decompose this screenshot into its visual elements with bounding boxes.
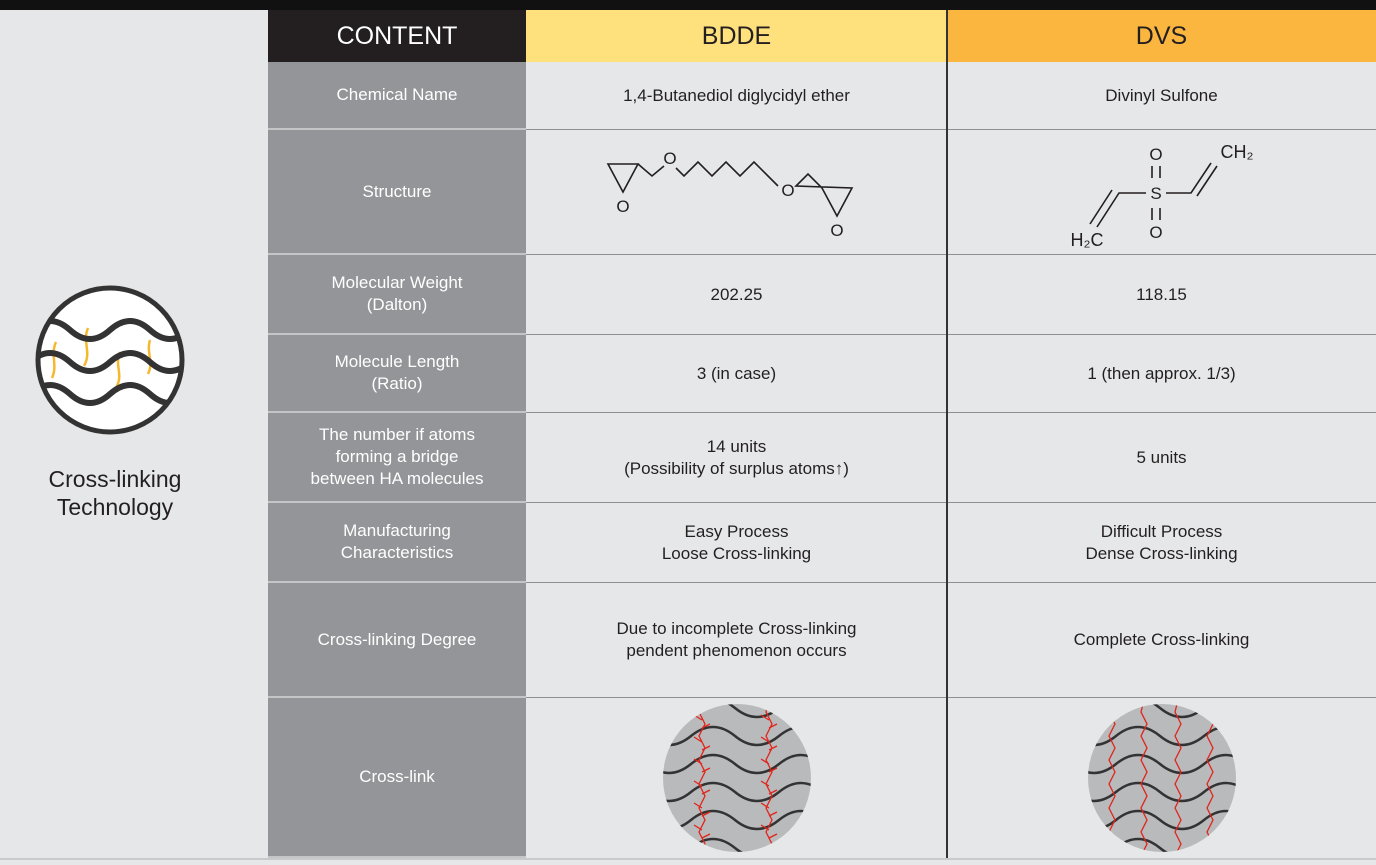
cell-line: 3 (in case) [696, 363, 777, 383]
strand [662, 753, 811, 775]
cell-line: Complete Cross-linking [1073, 630, 1250, 649]
row-label: The number if atoms forming a bridge betwe… [268, 413, 526, 503]
row-label: Molecular Weight (Dalton) [268, 255, 526, 335]
bottom-line [0, 858, 1376, 860]
cell-line: 202.25 [710, 284, 763, 304]
row-label: Cross-link [268, 698, 526, 858]
cross-link [760, 704, 777, 852]
cell-line: pendent phenomenon occurs [626, 641, 847, 660]
bond [675, 160, 779, 187]
column-divider [946, 10, 948, 858]
row-label: Cross-linking Degree [268, 583, 526, 698]
atom-label: H₂C [1071, 230, 1104, 250]
cross-link [1173, 704, 1182, 852]
cell-line: Easy Process [684, 521, 789, 541]
data-cell: 3 (in case) [526, 335, 947, 413]
header-cell: DVS [947, 10, 1376, 62]
data-cell: 5 units [947, 413, 1376, 503]
data-cell: 1 (then approx. 1/3) [947, 335, 1376, 413]
cross-link [1205, 704, 1214, 852]
atom-label: O [830, 221, 843, 240]
data-cell: 14 units (Possibility of surplus atoms↑) [526, 413, 947, 503]
cell-line: 5 units [1136, 447, 1187, 467]
cell-line: Characteristics [340, 543, 454, 562]
bond [606, 163, 665, 194]
data-cell: Difficult Process Dense Cross-linking [947, 503, 1376, 583]
row-label: Structure [268, 130, 526, 255]
strand [662, 781, 811, 803]
data-cell: Divinyl Sulfone [947, 62, 1376, 130]
row-label: Molecule Length (Ratio) [268, 335, 526, 413]
top-bar [0, 0, 1376, 10]
strand [662, 725, 811, 747]
atom-label: O [1149, 223, 1162, 242]
drawing [662, 704, 811, 852]
cross-link-icon [35, 285, 185, 435]
cell-line: Divinyl Sulfone [1105, 85, 1218, 105]
bond [794, 172, 854, 218]
drawing: O O O O [606, 149, 854, 240]
data-cell: Due to incomplete Cross-linking pendent p… [526, 583, 947, 698]
cell-line: Cross-link [359, 767, 435, 786]
cell-line: Manufacturing [343, 521, 451, 540]
strand [1087, 781, 1236, 803]
cell-line: Dense Cross-linking [1085, 543, 1238, 563]
side-label-line: Technology [56, 494, 174, 520]
cell-line: 14 units [706, 436, 767, 456]
atom-label: CH₂ [1221, 142, 1254, 162]
atom-label: O [663, 149, 676, 168]
side-label: Cross-linking Technology [0, 465, 230, 521]
cell-line: Cross-linking Degree [317, 629, 477, 649]
cross-link [1139, 704, 1148, 852]
atom-label: O [616, 197, 629, 216]
row-label: Chemical Name [268, 62, 526, 130]
cell-line: The number if atoms [319, 425, 475, 444]
strand [1087, 725, 1236, 747]
cell-line: Molecule Length [334, 352, 460, 371]
data-cell [526, 698, 947, 858]
cell-line: 1 (then approx. 1/3) [1087, 363, 1236, 383]
cross-link [1107, 704, 1116, 852]
atom-label: O [1149, 145, 1162, 164]
cell-line: Structure [362, 181, 432, 201]
data-cell: 1,4-Butanediol diglycidyl ether [526, 62, 947, 130]
cross-link-disc [662, 704, 811, 852]
data-cell: O S O CH₂ H₂C [947, 130, 1376, 255]
cross-link [693, 704, 710, 852]
data-cell: 118.15 [947, 255, 1376, 335]
cell-line: Molecular Weight [331, 273, 463, 292]
cell-line: forming a bridge [335, 447, 459, 466]
atom-label: O [781, 181, 794, 200]
data-cell: Complete Cross-linking [947, 583, 1376, 698]
cell-line: Due to incomplete Cross-linking [616, 619, 857, 638]
bond [1151, 166, 1161, 220]
cell-line: Loose Cross-linking [661, 543, 812, 563]
comparison-table: CONTENT BDDE DVS Chemical Name 1,4-Butanedio… [268, 10, 1376, 858]
cell-line: between HA molecules [310, 469, 484, 488]
data-cell: 202.25 [526, 255, 947, 335]
row-label: Manufacturing Characteristics [268, 503, 526, 583]
cell-line: Chemical Name [336, 85, 458, 104]
bond [1166, 162, 1218, 197]
data-cell: Easy Process Loose Cross-linking [526, 503, 947, 583]
drawing: O S O CH₂ H₂C [1071, 142, 1254, 250]
cell-line: (Possibility of surplus atoms↑) [624, 458, 849, 478]
header-cell: BDDE [526, 10, 947, 62]
side-label-line: Cross-linking [48, 466, 182, 492]
drawing [1087, 704, 1236, 852]
strand [1087, 753, 1236, 775]
side-panel: Cross-linking Technology [0, 10, 268, 858]
bond [1089, 189, 1146, 228]
cell-line: 1,4-Butanediol diglycidyl ether [623, 85, 850, 105]
cell-line: 118.15 [1136, 284, 1187, 304]
cell-line: Difficult Process [1100, 521, 1223, 541]
data-cell: O O O O [526, 130, 947, 255]
atom-label: S [1150, 184, 1161, 203]
header-cell: CONTENT [268, 10, 526, 62]
cell-line: (Dalton) [366, 295, 428, 314]
data-cell [947, 698, 1376, 858]
cell-line: (Ratio) [371, 374, 423, 393]
